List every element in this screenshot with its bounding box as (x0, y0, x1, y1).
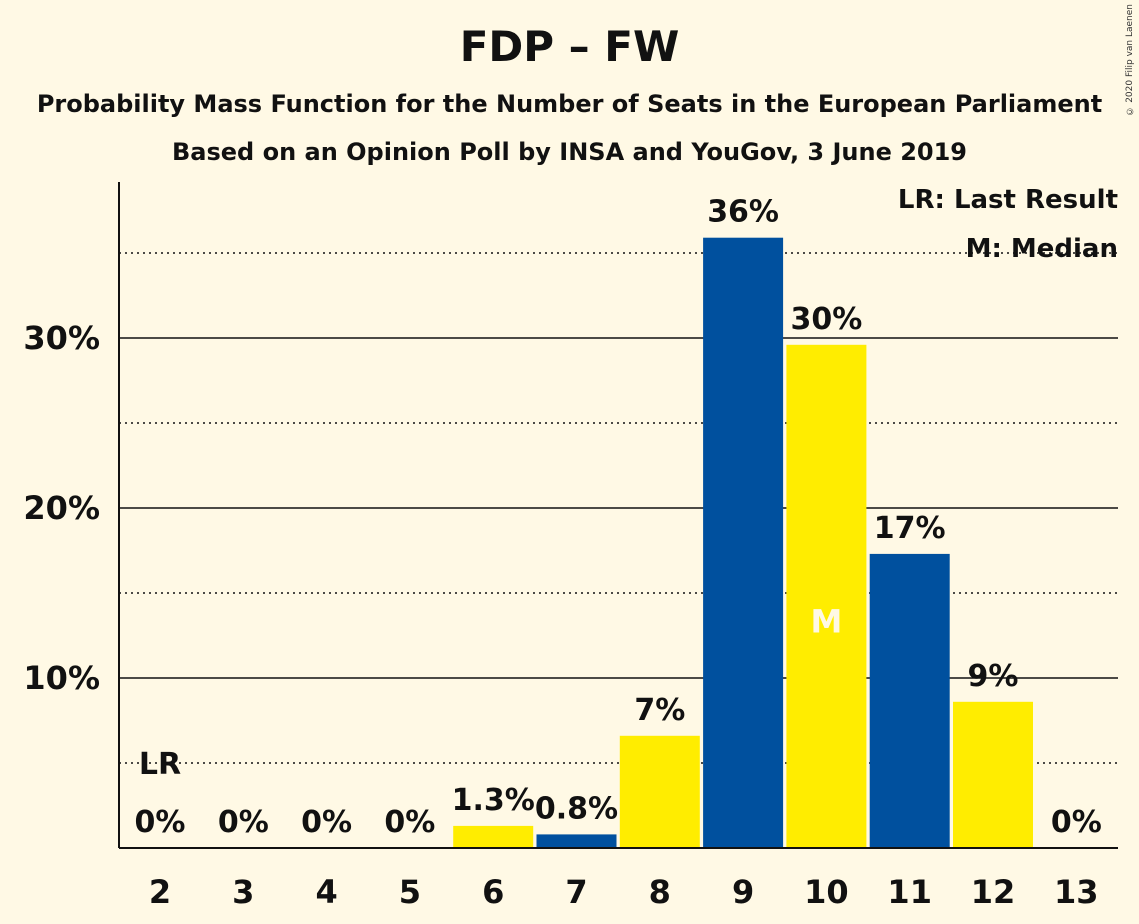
data-label: 1.3% (452, 783, 535, 818)
bar (453, 825, 534, 848)
data-label: 9% (968, 659, 1019, 694)
x-tick-label: 4 (315, 873, 337, 911)
x-axis: 2 3 4 5 6 7 8 9 10 11 12 13 (119, 847, 1118, 911)
bar (703, 237, 784, 848)
legend-median: M: Median (966, 234, 1118, 264)
x-tick-label: 11 (887, 873, 932, 911)
data-label: 0% (218, 805, 269, 840)
bar (869, 553, 950, 848)
data-label: 7% (634, 693, 685, 728)
chart-source: Based on an Opinion Poll by INSA and You… (172, 138, 967, 166)
x-tick-label: 8 (649, 873, 671, 911)
y-tick-label: 10% (23, 659, 100, 697)
data-label: 30% (790, 302, 862, 337)
data-label: 0% (301, 805, 352, 840)
bar (536, 834, 617, 848)
bar (786, 344, 867, 848)
data-label: 0% (384, 805, 435, 840)
data-label: 36% (707, 195, 779, 230)
x-tick-label: 7 (565, 873, 587, 911)
data-label: 0% (135, 805, 186, 840)
chart-title: FDP – FW (459, 22, 680, 71)
gridlines (119, 252, 1118, 764)
data-label: 0% (1051, 805, 1102, 840)
x-tick-label: 6 (482, 873, 504, 911)
chart-subtitle: Probability Mass Function for the Number… (36, 90, 1103, 118)
y-tick-label: 30% (23, 319, 100, 357)
bar (953, 701, 1033, 848)
x-tick-label: 10 (804, 873, 849, 911)
legend-last-result: LR: Last Result (898, 185, 1118, 215)
bars (453, 237, 1033, 848)
data-labels: 0% LR 0% 0% 0% 1.3% 0.8% 7% 36% 30% M 17% 9% 0% (135, 195, 1102, 840)
x-tick-label: 5 (399, 873, 421, 911)
x-tick-label: 3 (232, 873, 254, 911)
data-label: 0.8% (535, 791, 618, 826)
x-tick-label: 2 (149, 873, 171, 911)
x-tick-label: 13 (1054, 873, 1099, 911)
y-axis: 10% 20% 30% (23, 182, 120, 848)
data-label: 17% (874, 511, 946, 546)
y-tick-label: 20% (23, 489, 100, 527)
x-tick-label: 9 (732, 873, 754, 911)
x-tick-label: 12 (971, 873, 1016, 911)
last-result-marker: LR (139, 747, 181, 782)
bar (619, 735, 700, 848)
median-marker: M (810, 603, 842, 641)
